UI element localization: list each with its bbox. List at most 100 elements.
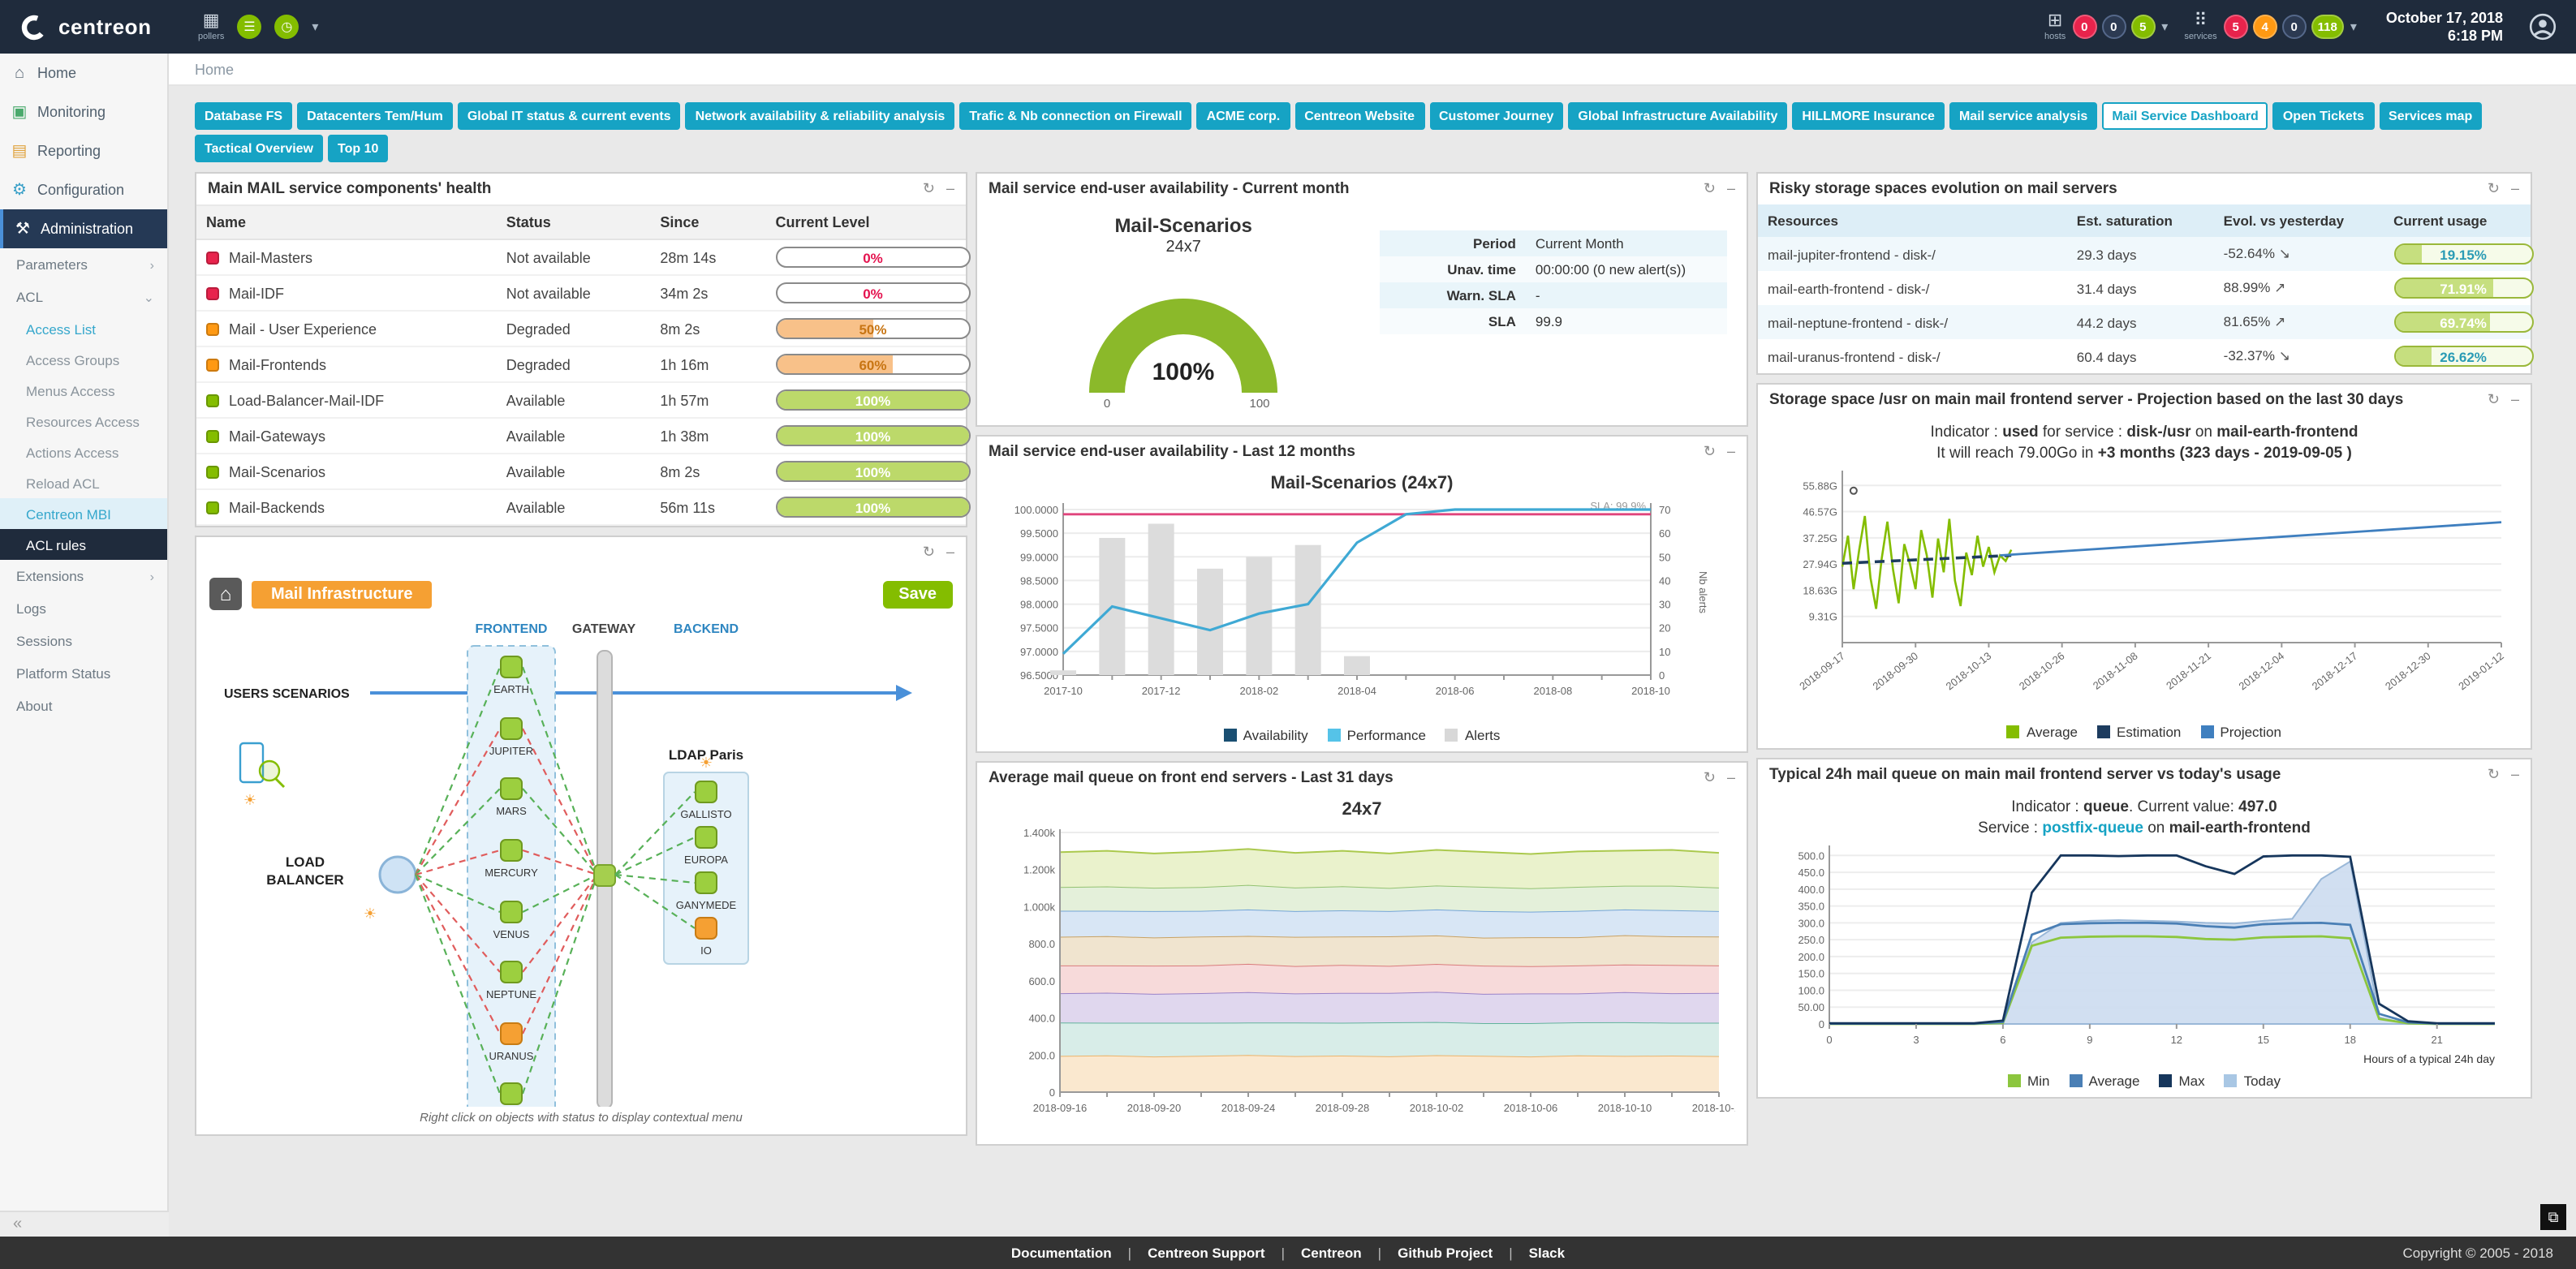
sidebar-item-access-groups[interactable]: Access Groups	[0, 344, 167, 375]
refresh-icon[interactable]: ↻	[1703, 180, 1716, 196]
sidebar-item-access-list[interactable]: Access List	[0, 313, 167, 344]
user-profile-icon[interactable]	[2529, 13, 2557, 41]
hosts-status[interactable]: ⊞ hosts	[2044, 11, 2066, 41]
sidebar-item-actions-access[interactable]: Actions Access	[0, 437, 167, 467]
node-uranus[interactable]	[500, 1022, 523, 1045]
refresh-icon[interactable]: ↻	[922, 544, 935, 560]
home-icon[interactable]: ⌂	[209, 578, 242, 610]
counter-badge[interactable]: 4	[2252, 15, 2277, 39]
sidebar-item-reload-acl[interactable]: Reload ACL	[0, 467, 167, 498]
node-jupiter[interactable]	[500, 717, 523, 740]
dashboard-tab-global-it-status-current-events[interactable]: Global IT status & current events	[457, 102, 681, 130]
footer-link-centreon-support[interactable]: Centreon Support	[1148, 1245, 1265, 1261]
sidebar-item-acl-rules[interactable]: ACL rules	[0, 529, 167, 560]
dashboard-tab-tactical-overview[interactable]: Tactical Overview	[195, 135, 323, 162]
sidebar-item-monitoring[interactable]: ▣ Monitoring	[0, 92, 167, 131]
sidebar-item-resources-access[interactable]: Resources Access	[0, 406, 167, 437]
minimize-icon[interactable]: –	[1726, 769, 1735, 785]
level-fill	[777, 391, 969, 409]
counter-badge[interactable]: 5	[2223, 15, 2248, 39]
minimize-icon[interactable]: –	[2510, 180, 2519, 196]
refresh-icon[interactable]: ↻	[2487, 766, 2500, 782]
sidebar-item-label: Platform Status	[16, 665, 111, 682]
dashboard-tab-hillmore-insurance[interactable]: HILLMORE Insurance	[1792, 102, 1945, 130]
latency-status-icon[interactable]: ◷	[274, 15, 299, 39]
sidebar-item-platform-status[interactable]: Platform Status	[0, 657, 167, 690]
chevron-down-icon[interactable]: ▾	[2350, 19, 2357, 34]
sidebar-item-administration[interactable]: ⚒ Administration	[0, 209, 167, 248]
dashboard-tab-centreon-website[interactable]: Centreon Website	[1294, 102, 1424, 130]
refresh-icon[interactable]: ↻	[1703, 443, 1716, 459]
node-mars[interactable]	[500, 777, 523, 800]
footer-link-centreon[interactable]: Centreon	[1301, 1245, 1362, 1261]
dashboard-tab-acme-corp[interactable]: ACME corp.	[1196, 102, 1290, 130]
centreon-logo[interactable]: centreon	[19, 12, 175, 41]
sidebar-item-parameters[interactable]: Parameters ›	[0, 248, 167, 281]
infrastructure-map[interactable]: FRONTEND GATEWAY BACKEND USERS SCENARIOS ☀ ☀ ☀…	[208, 610, 954, 1107]
sidebar-item-configuration[interactable]: ⚙ Configuration	[0, 170, 167, 209]
footer-link-github-project[interactable]: Github Project	[1398, 1245, 1493, 1261]
chevron-down-icon[interactable]: ▾	[2161, 19, 2169, 34]
dashboard-tab-database-fs[interactable]: Database FS	[195, 102, 293, 130]
minimize-icon[interactable]: –	[2510, 766, 2519, 782]
footer-link-documentation[interactable]: Documentation	[1010, 1245, 1112, 1261]
dashboard-tab-trafic-nb-connection-on-firewall[interactable]: Trafic & Nb connection on Firewall	[959, 102, 1192, 130]
minimize-icon[interactable]: –	[1726, 443, 1735, 459]
refresh-icon[interactable]: ↻	[2487, 180, 2500, 196]
dashboard-tab-network-availability-reliability-analysis[interactable]: Network availability & reliability analy…	[685, 102, 955, 130]
refresh-icon[interactable]: ↻	[1703, 769, 1716, 785]
node-neptune[interactable]	[500, 961, 523, 983]
panel-title: Typical 24h mail queue on main mail fron…	[1769, 766, 2281, 784]
sidebar-item-centreon-mbi[interactable]: Centreon MBI	[0, 498, 167, 529]
dashboard-tab-customer-journey[interactable]: Customer Journey	[1429, 102, 1564, 130]
footer-link-slack[interactable]: Slack	[1528, 1245, 1566, 1261]
node-gallisto[interactable]	[695, 781, 717, 803]
node-earth[interactable]	[500, 656, 523, 678]
table-row: Mail-Backends Available 56m 11s 100%	[196, 489, 971, 526]
svg-text:21: 21	[2431, 1034, 2442, 1046]
minimize-icon[interactable]: –	[946, 180, 954, 196]
minimize-icon[interactable]: –	[1726, 180, 1735, 196]
dashboard-tab-global-infrastructure-availability[interactable]: Global Infrastructure Availability	[1568, 102, 1788, 130]
dashboard-tab-mail-service-dashboard[interactable]: Mail Service Dashboard	[2102, 102, 2268, 130]
database-status-icon[interactable]: ☰	[237, 15, 262, 39]
counter-badge[interactable]: 0	[2281, 15, 2307, 39]
node-io[interactable]	[695, 917, 717, 940]
refresh-icon[interactable]: ↻	[922, 180, 935, 196]
sidebar-item-label: Parameters	[16, 256, 88, 273]
node-ganymede[interactable]	[695, 871, 717, 894]
sidebar-item-home[interactable]: ⌂ Home	[0, 54, 167, 92]
chevron-down-icon[interactable]: ▾	[312, 19, 319, 34]
node-venus[interactable]	[500, 901, 523, 923]
sidebar-item-acl[interactable]: ACL ⌄	[0, 281, 167, 313]
node-saturn[interactable]	[500, 1082, 523, 1105]
services-status[interactable]: ⠿ services	[2184, 11, 2216, 41]
dashboard-tab-open-tickets[interactable]: Open Tickets	[2272, 102, 2375, 130]
node-europa[interactable]	[695, 826, 717, 849]
minimize-icon[interactable]: –	[2510, 391, 2519, 407]
counter-badge[interactable]: 0	[2101, 15, 2126, 39]
sidebar-item-extensions[interactable]: Extensions ›	[0, 560, 167, 592]
fullscreen-button[interactable]: ⧉	[2540, 1204, 2566, 1230]
pollers-status[interactable]: ▦ pollers	[198, 11, 224, 41]
svg-text:27.94G: 27.94G	[1803, 558, 1837, 570]
sidebar-item-reporting[interactable]: ▤ Reporting	[0, 131, 167, 170]
counter-badge[interactable]: 118	[2311, 15, 2344, 39]
counter-badge[interactable]: 0	[2072, 15, 2097, 39]
dashboard-tab-mail-service-analysis[interactable]: Mail service analysis	[1949, 102, 2098, 130]
dashboard-tab-top-10[interactable]: Top 10	[328, 135, 389, 162]
sidebar-item-about[interactable]: About	[0, 690, 167, 722]
breadcrumb[interactable]: Home	[169, 54, 2576, 86]
sidebar-collapse-button[interactable]: «	[0, 1211, 169, 1237]
text-segment: 497.0	[2238, 798, 2277, 816]
sidebar-item-menus-access[interactable]: Menus Access	[0, 375, 167, 406]
counter-badge[interactable]: 5	[2130, 15, 2156, 39]
minimize-icon[interactable]: –	[946, 544, 954, 560]
refresh-icon[interactable]: ↻	[2487, 391, 2500, 407]
sidebar-item-sessions[interactable]: Sessions	[0, 625, 167, 657]
node-mercury[interactable]	[500, 839, 523, 862]
dashboard-tab-services-map[interactable]: Services map	[2379, 102, 2483, 130]
sidebar-item-logs[interactable]: Logs	[0, 592, 167, 625]
dashboard-tab-datacenters-tem-hum[interactable]: Datacenters Tem/Hum	[297, 102, 453, 130]
save-button[interactable]: Save	[882, 580, 953, 608]
